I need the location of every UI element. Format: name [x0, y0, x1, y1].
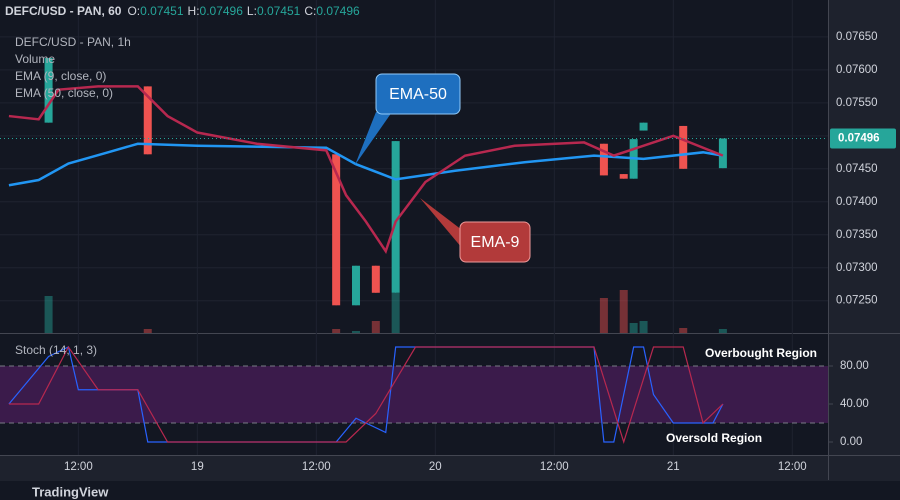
- callout-box: [375, 73, 461, 115]
- y-tick-label: 0.07250: [836, 295, 878, 307]
- volume-bar: [619, 290, 628, 333]
- x-tick-label: 12:00: [64, 461, 93, 473]
- volume-bar: [599, 298, 608, 333]
- candle-body: [718, 138, 727, 169]
- ohlc-label: C:: [304, 4, 316, 18]
- volume-bar: [143, 329, 152, 333]
- candle-body: [391, 141, 400, 293]
- x-tick-label: 12:00: [302, 461, 331, 473]
- ohlc-value: 0.07496: [316, 4, 360, 18]
- annotation: Overbought Region: [705, 346, 817, 360]
- footer-bar: [0, 481, 900, 500]
- last-price-box: [830, 128, 896, 149]
- callout-box: [459, 221, 531, 263]
- callout-label: EMA-9: [471, 234, 520, 251]
- header-symbol: DEFC/USD - PAN, 60: [5, 4, 122, 18]
- ohlc-label: O:: [127, 4, 140, 18]
- y-tick-label: 0.07350: [836, 229, 878, 241]
- volume-bar: [391, 293, 400, 333]
- volume-bar: [639, 321, 648, 333]
- candle-body: [619, 174, 628, 179]
- y-tick-label: 0.00: [840, 436, 862, 448]
- y-tick-label: 0.07450: [836, 163, 878, 175]
- volume-bar: [332, 329, 341, 333]
- volume-bar: [351, 331, 360, 333]
- y-tick-label: 0.07550: [836, 97, 878, 109]
- stoch-band: [0, 366, 828, 423]
- candle-body: [44, 58, 53, 123]
- legend-entry: Volume: [15, 52, 55, 66]
- header: DEFC/USD - PAN, 60 O:0.07451 H:0.07496 L:0.…: [5, 4, 360, 18]
- series-line: [8, 142, 724, 187]
- y-tick-label: 40.00: [840, 398, 869, 410]
- y-tick-label: 0.07300: [836, 262, 878, 274]
- ohlc-value: 0.07496: [200, 4, 244, 18]
- legend-entry: EMA (9, close, 0): [15, 69, 106, 83]
- plot-layer: [0, 0, 828, 455]
- candle-body: [371, 265, 380, 293]
- volume-bar: [44, 296, 53, 333]
- legend-entry: EMA (50, close, 0): [15, 86, 113, 100]
- volume-bar: [679, 328, 688, 333]
- candle-body: [599, 143, 608, 176]
- ohlc-value: 0.07451: [257, 4, 301, 18]
- y-tick-label: 0.07650: [836, 31, 878, 43]
- last-price-label: 0.07496: [838, 133, 880, 145]
- x-tick-label: 12:00: [540, 461, 569, 473]
- ohlc-label: L:: [247, 4, 257, 18]
- ohlc-label: H:: [188, 4, 200, 18]
- candle-body: [332, 154, 341, 306]
- ohlc-value: 0.07451: [140, 4, 184, 18]
- y-tick-label: 0.07400: [836, 196, 878, 208]
- candle-body: [639, 122, 648, 131]
- x-tick-label: 12:00: [778, 461, 807, 473]
- candle-body: [351, 265, 360, 306]
- volume-bar: [629, 323, 638, 333]
- footer-brand: TradingView: [32, 484, 109, 499]
- pane-title: DEFC/USD - PAN, 1h: [15, 35, 131, 49]
- y-tick-label: 80.00: [840, 360, 869, 372]
- x-tick-label: 20: [429, 461, 442, 473]
- volume-bar: [718, 329, 727, 333]
- x-tick-label: 19: [191, 461, 204, 473]
- y-tick-label: 0.07600: [836, 64, 878, 76]
- series-line: [8, 85, 724, 255]
- candle-body: [679, 125, 688, 169]
- callout-label: EMA-50: [389, 86, 447, 103]
- pane-title: Stoch (14, 1, 3): [15, 343, 97, 357]
- series-line: [8, 345, 724, 444]
- annotation: Oversold Region: [666, 431, 762, 445]
- volume-bar: [371, 321, 380, 333]
- candle-body: [143, 86, 152, 155]
- callout-pointer: [355, 112, 392, 165]
- callout-pointer: [420, 198, 462, 248]
- x-tick-label: 21: [667, 461, 680, 473]
